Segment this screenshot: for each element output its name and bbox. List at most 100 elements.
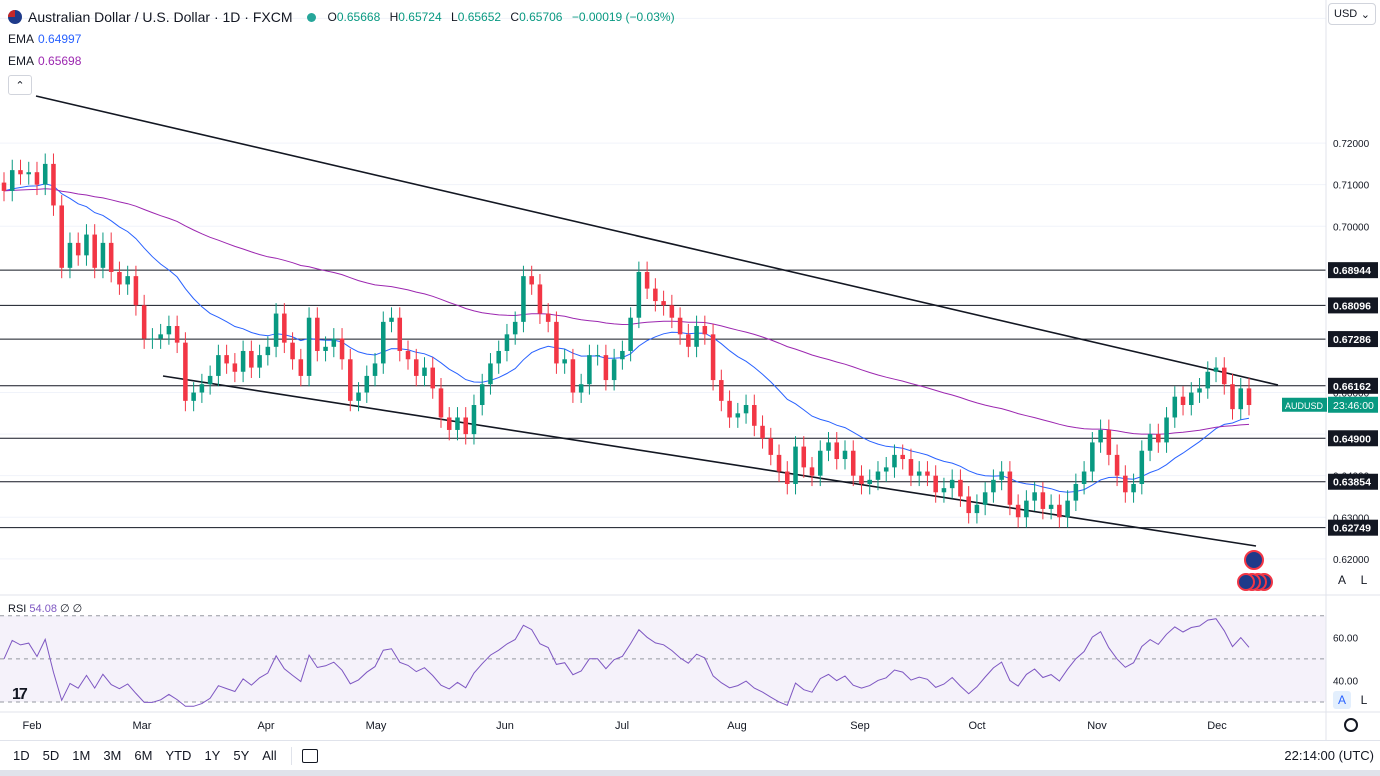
- candle-body: [1, 182, 7, 191]
- candle-body: [26, 172, 32, 175]
- chart-canvas[interactable]: 0.750000.720000.710000.700000.660000.650…: [0, 0, 1380, 740]
- candle-body: [430, 367, 436, 389]
- candle-body: [405, 350, 411, 360]
- candle-body: [174, 326, 180, 343]
- candle-body: [108, 242, 114, 272]
- candle-body: [1106, 429, 1112, 455]
- candle-body: [785, 471, 790, 484]
- ema-slow-label: EMA: [8, 54, 35, 68]
- ohlc-values: O0.65668 H0.65724 L0.65652 C0.65706 −0.0…: [328, 10, 681, 24]
- candle-body: [1007, 471, 1013, 505]
- candle-body: [554, 321, 559, 364]
- time-tick-label: Apr: [257, 720, 274, 732]
- currency-select[interactable]: USD ⌄: [1328, 3, 1376, 25]
- candle-body: [1131, 483, 1136, 493]
- candle-body: [595, 355, 600, 357]
- ema-fast-row[interactable]: EMA 0.64997: [8, 28, 681, 50]
- candle-body: [463, 417, 468, 435]
- candle-body: [760, 425, 765, 439]
- price-tag: [1328, 396, 1378, 413]
- lower-trendline: [162, 375, 1257, 547]
- candle-body: [916, 471, 922, 476]
- candle-body: [512, 321, 518, 335]
- ema-slow-row[interactable]: EMA 0.65698: [8, 50, 681, 72]
- candle-body: [191, 392, 196, 401]
- horizontal-levels[interactable]: [0, 269, 1326, 529]
- range-1m-button[interactable]: 1M: [72, 748, 91, 763]
- range-5y-button[interactable]: 5Y: [233, 748, 250, 763]
- candle-body: [570, 359, 576, 393]
- candle-body: [1197, 388, 1202, 393]
- candle-body: [199, 384, 205, 393]
- candle-body: [677, 317, 683, 335]
- candle-body: [817, 450, 823, 476]
- candle-body: [1065, 500, 1070, 518]
- level-tag: [1328, 262, 1378, 279]
- clock-time[interactable]: 22:14:00 (UTC): [1284, 748, 1374, 763]
- ema-fast-line: [3, 183, 1250, 493]
- range-1y-button[interactable]: 1Y: [204, 748, 221, 763]
- range-3m-button[interactable]: 3M: [103, 748, 122, 763]
- level-tag: [1328, 430, 1378, 447]
- gear-icon[interactable]: [1344, 718, 1358, 732]
- candle-body: [925, 471, 930, 476]
- candle-body: [587, 355, 592, 385]
- range-5d-button[interactable]: 5D: [42, 748, 60, 763]
- candle-body: [1172, 396, 1178, 418]
- time-tick-label: Feb: [23, 720, 42, 732]
- candle-body: [1238, 388, 1244, 410]
- candle-body: [92, 234, 97, 268]
- rsi-auto-scale-button[interactable]: A: [1333, 691, 1351, 709]
- time-axis[interactable]: Feb Mar Apr May Jun Jul Aug Sep Oct Nov Dec: [23, 720, 1228, 732]
- market-status-icon[interactable]: [306, 12, 316, 22]
- candle-body: [694, 326, 699, 347]
- tradingview-logo-icon[interactable]: 17: [12, 686, 28, 703]
- level-tag-label: 0.68096: [1333, 300, 1371, 312]
- candle-body: [298, 359, 304, 376]
- candle-body: [982, 492, 988, 505]
- range-all-button[interactable]: All: [262, 748, 277, 763]
- candle-body: [578, 384, 584, 393]
- time-tick-label: Mar: [133, 720, 152, 732]
- candle-body: [809, 467, 815, 476]
- candle-body: [34, 172, 40, 185]
- candle-body: [207, 375, 213, 385]
- range-1d-button[interactable]: 1D: [13, 748, 30, 763]
- candle-body: [315, 317, 320, 351]
- calendar-icon[interactable]: [301, 748, 318, 763]
- level-tag: [1328, 297, 1378, 314]
- candle-body: [999, 471, 1004, 480]
- candle-body: [323, 346, 328, 351]
- candle-body: [1073, 483, 1079, 501]
- auto-scale-button[interactable]: A: [1337, 573, 1346, 587]
- chevron-up-icon: ⌃: [15, 79, 25, 92]
- candle-body: [397, 317, 403, 351]
- candle-body: [727, 400, 732, 418]
- candle-body: [521, 276, 526, 322]
- event-markers[interactable]: [1237, 550, 1273, 591]
- level-tag: [1328, 519, 1378, 536]
- range-ytd-button[interactable]: YTD: [165, 748, 192, 763]
- time-tick-label: Jul: [615, 720, 629, 732]
- symbol-title[interactable]: Australian Dollar / U.S. Dollar · 1D · F…: [28, 9, 293, 25]
- candle-body: [339, 338, 345, 360]
- level-tag-label: 0.68944: [1333, 265, 1371, 277]
- log-scale-button[interactable]: L: [1360, 573, 1368, 587]
- candle-body: [381, 321, 386, 364]
- candle-body: [158, 334, 163, 339]
- trendlines[interactable]: [35, 95, 1279, 547]
- rsi-legend[interactable]: RSI 54.08 ∅ ∅: [8, 602, 82, 615]
- candle-body: [240, 350, 246, 372]
- rsi-log-scale-button[interactable]: L: [1360, 693, 1368, 707]
- candle-body: [51, 163, 56, 206]
- candle-body: [661, 301, 666, 306]
- candle-body: [768, 438, 774, 455]
- candle-body: [974, 504, 980, 514]
- candle-body: [1164, 417, 1169, 443]
- collapse-legend-button[interactable]: ⌃: [8, 75, 32, 95]
- range-6m-button[interactable]: 6M: [134, 748, 153, 763]
- candle-body: [545, 313, 551, 322]
- ema-fast-value: 0.64997: [38, 32, 82, 46]
- candle-body: [1230, 384, 1235, 410]
- event-flag-icon: [1244, 550, 1264, 570]
